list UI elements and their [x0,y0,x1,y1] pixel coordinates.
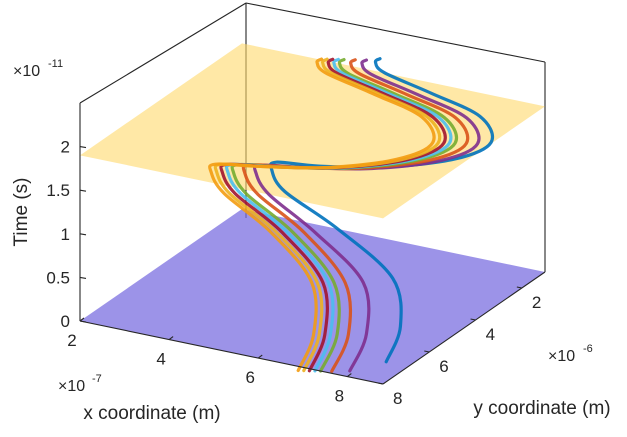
y-axis-label: y coordinate (m) [473,398,610,419]
z-tick-mark [79,276,87,279]
y-ticks: 2 4 6 8 [377,286,541,408]
x-tick-label: 6 [246,368,255,387]
y-tick-mark [424,350,430,353]
back-top-edge-right [245,2,546,63]
y-exponent: ×10 -6 [548,343,593,365]
z-tick-mark [79,189,87,192]
x-exponent: ×10 -7 [58,373,102,395]
y-exponent-power: -6 [583,343,593,355]
x-exponent-power: -7 [92,373,102,385]
x-axis-line [79,320,384,385]
z-exponent-power: -11 [48,58,63,70]
z-tick-label: 1 [61,225,70,244]
x-tick-mark [347,373,352,378]
x-tick-label: 8 [335,387,344,406]
z-tick-label: 0.5 [46,268,70,287]
z-axis-label: Time (s) [11,178,32,247]
z-tick-label: 0 [61,312,70,331]
planes-layer [80,43,545,384]
series-line-8 [208,57,436,373]
y-tick-label: 2 [532,293,541,312]
y-tick-mark [516,286,522,289]
y-exponent-base: ×10 [548,348,575,365]
z-exponent-base: ×10 [13,63,40,80]
z-exponent: ×10 -11 [13,58,63,80]
z-tick-mark [79,146,87,149]
x-tick-label: 2 [67,331,76,350]
z-tick-mark [79,233,87,236]
x-ticks: 2 4 6 8 [67,317,352,406]
z-ticks: 0 0.5 1 1.5 2 [46,138,87,331]
y-tick-label: 6 [439,357,448,376]
y-axis-line [382,271,546,385]
series-layer [208,57,495,373]
x-tick-label: 4 [156,350,165,369]
y-tick-mark [470,318,476,321]
lower-plane [80,209,545,384]
x-axis-label: x coordinate (m) [83,403,220,424]
x-tick-mark [168,336,174,340]
x-exponent-base: ×10 [58,378,85,395]
y-tick-mark [377,382,384,385]
z-tick-label: 2 [61,138,70,157]
x-tick-mark [79,317,85,322]
front-axes [79,103,546,385]
back-top-edge-left [79,2,247,104]
z-tick-label: 1.5 [46,181,70,200]
upper-plane [80,43,545,219]
z-tick-mark [79,320,87,323]
y-tick-label: 4 [486,325,495,344]
y-tick-label: 8 [393,389,402,408]
x-tick-mark [257,354,263,359]
